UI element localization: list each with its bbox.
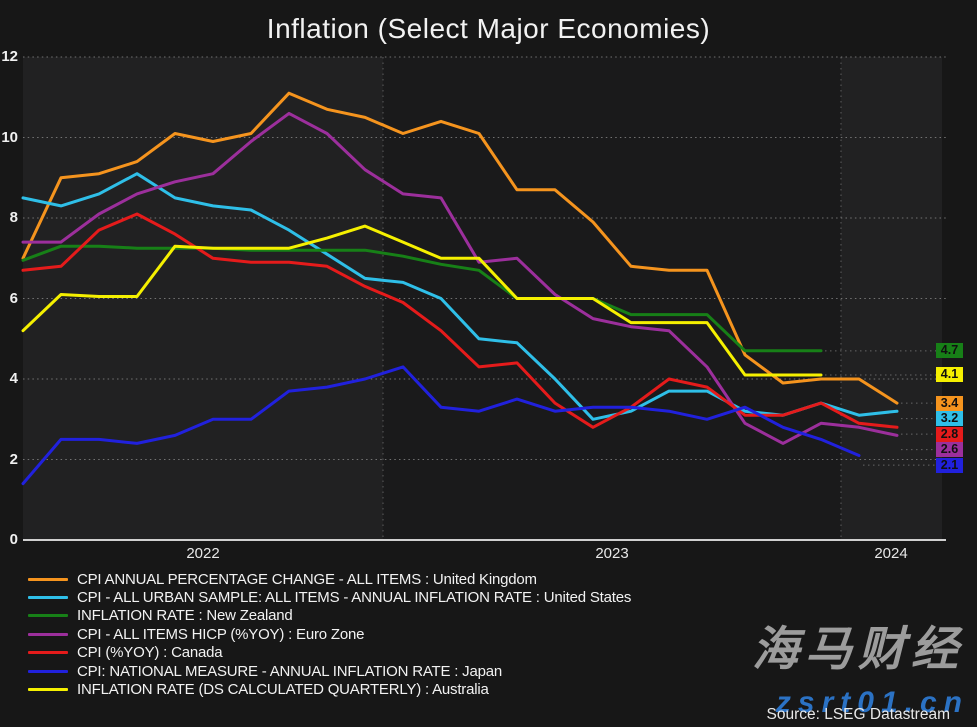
series-line xyxy=(21,244,823,353)
source-credit: Source: LSEG Datastream xyxy=(766,706,951,723)
y-axis-tick-label: 10 xyxy=(1,128,18,146)
legend-label: INFLATION RATE (DS CALCULATED QUARTERLY)… xyxy=(77,681,489,699)
year-band-2024 xyxy=(841,57,942,540)
legend-line-swatch xyxy=(28,669,68,673)
legend-item: INFLATION RATE (DS CALCULATED QUARTERLY)… xyxy=(28,680,631,698)
series-line xyxy=(21,224,823,377)
series-line xyxy=(21,111,899,445)
series-line xyxy=(21,365,861,486)
y-axis-tick-label: 0 xyxy=(9,531,18,548)
legend-label: CPI: NATIONAL MEASURE - ANNUAL INFLATION… xyxy=(77,662,503,680)
series-line xyxy=(21,212,899,429)
legend-label: INFLATION RATE : New Zealand xyxy=(77,607,293,625)
legend-label: CPI ANNUAL PERCENTAGE CHANGE - ALL ITEMS… xyxy=(77,570,537,588)
y-axis-tick-label: 8 xyxy=(9,209,18,226)
legend-line-swatch xyxy=(28,596,68,600)
series-end-value-badge: 4.1 xyxy=(936,367,963,383)
series-end-value-badge: 2.8 xyxy=(936,426,963,442)
y-axis-tick-label: 2 xyxy=(9,450,18,468)
legend-label: CPI - ALL URBAN SAMPLE: ALL ITEMS - ANNU… xyxy=(77,589,632,607)
x-axis-year-label: 2022 xyxy=(186,545,220,562)
legend-item: INFLATION RATE : New Zealand xyxy=(28,607,631,625)
y-axis-tick-label: 4 xyxy=(9,370,18,387)
plot-area xyxy=(21,56,946,541)
chart-title: Inflation (Select Major Economies) xyxy=(266,13,711,44)
legend-line-swatch xyxy=(28,577,68,581)
watermark-brand: 海马财经 xyxy=(752,622,964,675)
legend-line-swatch xyxy=(28,614,68,618)
x-axis-year-label: 2023 xyxy=(595,545,629,562)
series-end-value-badge: 3.4 xyxy=(936,395,963,411)
legend-line-swatch xyxy=(28,688,68,692)
legend-label: CPI - ALL ITEMS HICP (%YOY) : Euro Zone xyxy=(77,625,365,643)
legend-item: CPI (%YOY) : Canada xyxy=(28,644,631,662)
legend-item: CPI - ALL ITEMS HICP (%YOY) : Euro Zone xyxy=(28,625,631,643)
legend-item: CPI: NATIONAL MEASURE - ANNUAL INFLATION… xyxy=(28,662,631,680)
x-axis-year-label: 2024 xyxy=(874,545,908,562)
legend: CPI ANNUAL PERCENTAGE CHANGE - ALL ITEMS… xyxy=(28,570,631,699)
series-end-value-badge: 4.7 xyxy=(936,343,963,359)
y-axis-tick-label: 6 xyxy=(9,289,18,307)
legend-line-swatch xyxy=(28,651,68,655)
series-line xyxy=(21,91,899,405)
y-axis-tick-label: 12 xyxy=(1,48,18,65)
series-end-value-badge: 3.2 xyxy=(936,411,963,427)
series-end-value-badge: 2.1 xyxy=(936,457,963,473)
legend-item: CPI - ALL URBAN SAMPLE: ALL ITEMS - ANNU… xyxy=(28,588,631,606)
legend-line-swatch xyxy=(28,632,68,636)
watermark-site: zsrt01.cn xyxy=(775,686,969,719)
legend-label: CPI (%YOY) : Canada xyxy=(77,644,223,662)
legend-item: CPI ANNUAL PERCENTAGE CHANGE - ALL ITEMS… xyxy=(28,570,631,588)
series-end-value-badge: 2.6 xyxy=(936,442,963,458)
